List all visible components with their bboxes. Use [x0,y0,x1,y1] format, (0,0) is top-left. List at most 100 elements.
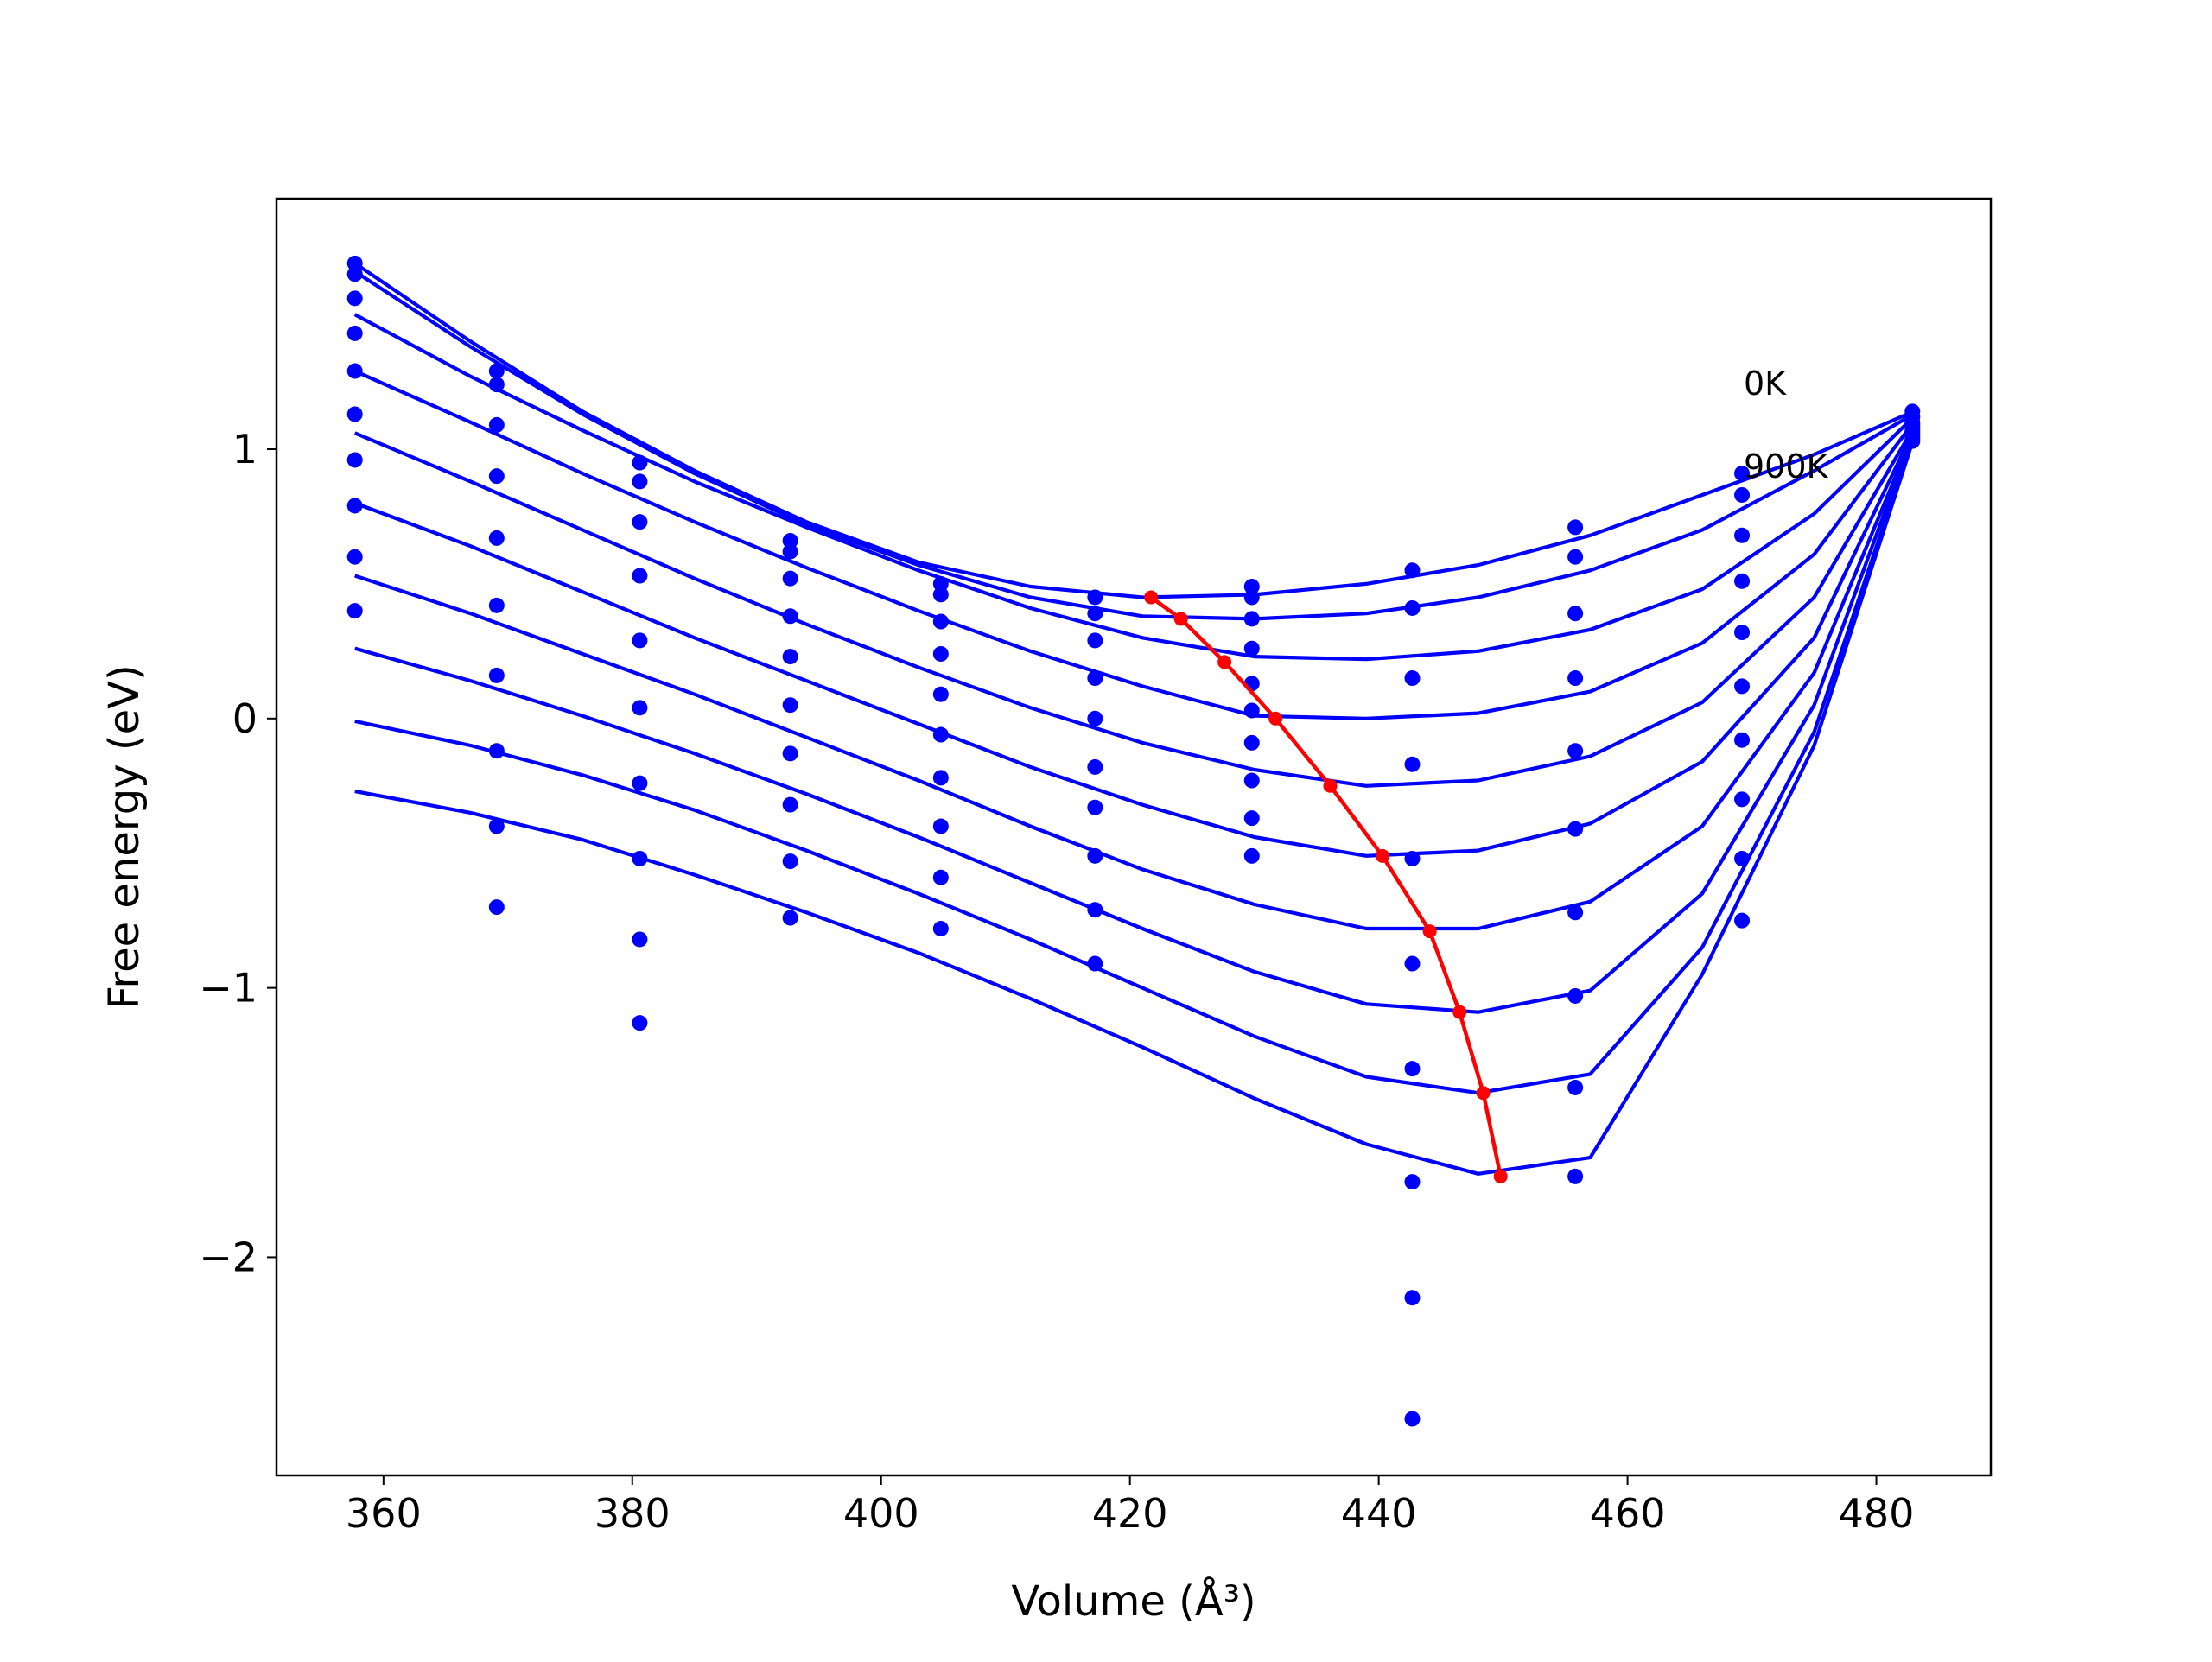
data-point [346,406,363,422]
y-tick-label: −1 [199,965,257,1012]
data-point [1087,902,1103,918]
data-point [488,363,505,379]
minimum-point [1217,655,1232,669]
data-point [1087,799,1103,815]
data-point [1404,1061,1421,1077]
x-tick-label: 440 [1341,1490,1417,1537]
data-point [1567,606,1584,622]
data-point [1243,734,1260,751]
annotation: 900K [1744,447,1829,485]
data-point [632,568,648,584]
fit-curve [353,262,1915,599]
minimum-point [1452,1005,1467,1019]
data-point [488,468,505,485]
fit-curve [354,437,1916,1176]
data-point [932,575,949,592]
data-point [782,649,798,665]
data-point [1404,850,1421,866]
y-tick-label: 1 [232,426,257,473]
data-point [488,743,505,759]
data-point [1734,573,1751,589]
data-point [932,921,949,937]
data-point [1243,640,1260,657]
data-point [488,377,505,393]
data-point [1734,466,1751,482]
data-point [782,543,798,560]
x-tick-label: 400 [843,1490,919,1537]
minimum-point [1268,711,1283,726]
data-point [632,514,648,530]
data-point [632,775,648,791]
data-point [1567,549,1584,565]
data-point [932,613,949,630]
data-point [1087,632,1103,649]
data-point [782,853,798,870]
data-point [488,667,505,683]
data-point [346,266,363,282]
data-point [346,255,363,271]
data-point [1243,847,1260,864]
data-point [1404,1290,1421,1306]
data-point [1243,611,1260,627]
data-point [1404,562,1421,579]
data-point [1087,758,1103,775]
fit-curve [353,313,1916,662]
data-point [1404,599,1421,616]
fit-curve [353,426,1916,788]
data-point [1567,519,1584,536]
x-tick-label: 420 [1092,1490,1168,1537]
data-point [488,899,505,916]
data-point [488,597,505,613]
data-point [632,700,648,716]
data-point [1243,702,1260,719]
fit-curve [353,270,1915,621]
data-point [932,645,949,662]
plot-frame [275,197,1993,1477]
data-point [782,533,798,549]
data-point [488,530,505,546]
data-point [782,910,798,926]
data-point [1734,678,1751,695]
data-point [1087,847,1103,864]
data-point [782,570,798,587]
data-point [932,770,949,786]
data-point [1404,1174,1421,1190]
data-point [1243,810,1260,827]
data-point [782,796,798,813]
minimum-point [1476,1086,1491,1101]
data-point [346,452,363,468]
data-point [1734,732,1751,748]
data-point [1243,589,1260,606]
data-point [346,549,363,565]
data-point [1567,1168,1584,1184]
data-point [1734,850,1751,866]
y-axis-label: Free energy (eV) [100,664,149,1009]
minimum-point [1493,1169,1508,1183]
x-axis-label: Volume (Å³) [1011,1576,1255,1626]
data-point [1904,433,1921,449]
data-point [1734,527,1751,543]
data-point [782,697,798,714]
x-tick-label: 480 [1839,1490,1915,1537]
data-point [932,726,949,743]
x-tick-label: 460 [1590,1490,1666,1537]
data-point [346,498,363,514]
data-point [932,818,949,834]
data-point [932,587,949,603]
data-point [632,473,648,490]
data-point [782,745,798,762]
data-point [1567,670,1584,687]
data-point [1404,670,1421,687]
data-point [932,869,949,885]
annotation: 0K [1744,365,1787,403]
data-point [1404,955,1421,972]
minimum-point [1375,848,1389,863]
minimum-point [1323,778,1338,793]
data-point [346,325,363,341]
data-point [632,454,648,471]
minimum-point [1144,590,1159,605]
data-point [1734,625,1751,641]
data-point [1087,710,1103,726]
